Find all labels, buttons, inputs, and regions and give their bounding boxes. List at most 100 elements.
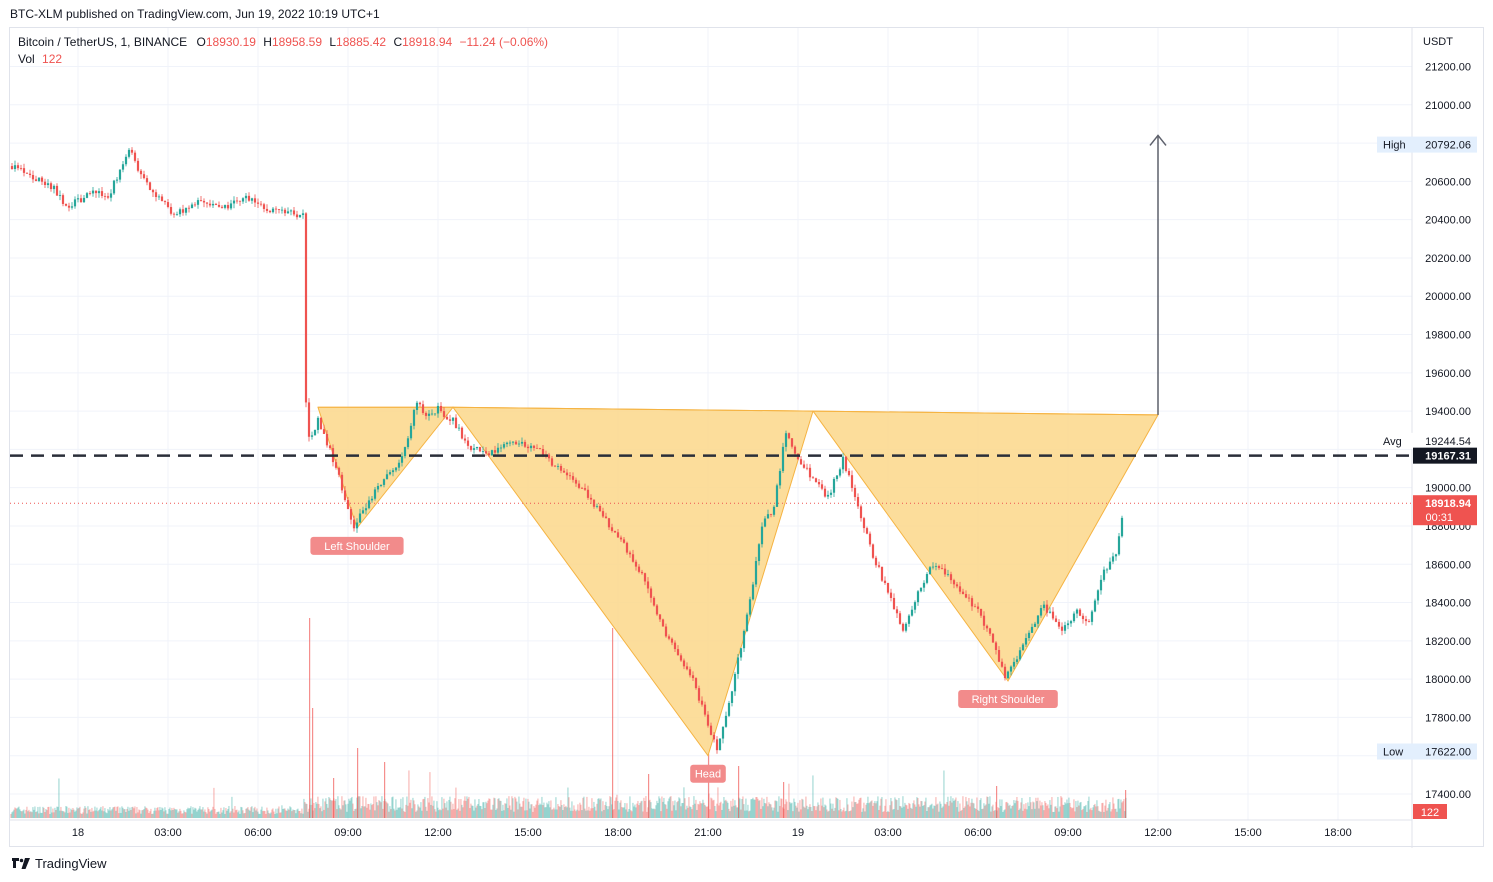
candle-body: [718, 738, 722, 751]
volume-bar: [483, 802, 485, 818]
volume-bar: [661, 796, 663, 818]
volume-bar: [1026, 809, 1028, 818]
volume-bar: [943, 770, 945, 818]
volume-bar: [261, 806, 263, 818]
candle-body: [124, 156, 128, 165]
pattern-label-bg: [690, 764, 726, 783]
volume-bar: [151, 813, 153, 818]
candle-body: [667, 636, 671, 639]
volume-bar: [1101, 803, 1103, 818]
volume-bar: [520, 806, 522, 818]
volume-bar: [84, 806, 86, 818]
volume-bar: [649, 799, 651, 818]
volume-bar: [472, 805, 474, 818]
volume-bar: [1005, 802, 1007, 818]
volume-bar: [10, 813, 12, 818]
volume-bar: [146, 808, 148, 818]
volume-bar: [588, 806, 590, 818]
volume-bar: [203, 811, 205, 818]
volume-spike: [708, 754, 710, 818]
volume-bar: [62, 811, 64, 818]
candle-body: [823, 488, 827, 497]
candle-body: [709, 725, 713, 735]
volume-bar: [314, 808, 316, 818]
candle-body: [190, 204, 194, 209]
volume-bar: [37, 806, 39, 818]
volume-bar: [445, 807, 447, 818]
volume-bar: [1095, 806, 1097, 818]
volume-bar: [338, 805, 340, 818]
volume-bar: [656, 800, 658, 818]
volume-bar: [487, 800, 489, 818]
candle-body: [925, 574, 929, 583]
pattern-neckline: [318, 406, 1159, 416]
candle-body: [979, 608, 983, 616]
volume-bar: [465, 800, 467, 818]
volume-bar: [208, 809, 210, 818]
volume-bar: [492, 804, 494, 818]
volume-bar: [43, 807, 45, 818]
candle-body: [1102, 569, 1106, 580]
volume-bar: [814, 806, 816, 818]
volume-bar: [46, 810, 48, 818]
volume-bar: [993, 810, 995, 818]
volume-bar: [389, 806, 391, 818]
candle-body: [112, 180, 116, 194]
volume-bar: [51, 812, 53, 818]
volume-bar: [834, 807, 836, 818]
volume-bar: [1040, 805, 1042, 818]
volume-bar: [354, 809, 356, 818]
volume-bar: [453, 809, 455, 818]
volume-bar: [540, 804, 542, 818]
volume-bar: [584, 808, 586, 818]
volume-bar: [572, 810, 574, 818]
volume-bar: [1013, 800, 1015, 818]
volume-bar: [536, 800, 538, 818]
volume-bar: [677, 801, 679, 818]
candle-body: [1021, 644, 1025, 651]
volume-bar: [138, 809, 140, 818]
volume-bar: [930, 804, 932, 818]
legend-close-label: C: [393, 35, 403, 49]
volume-bar: [740, 809, 742, 818]
volume-bar: [248, 809, 250, 818]
volume-bar: [729, 811, 731, 818]
volume-bar: [342, 805, 344, 818]
volume-bar: [847, 804, 849, 818]
volume-bar: [978, 811, 980, 818]
candle-body: [532, 445, 536, 448]
candle-body: [268, 210, 272, 213]
volume-bar: [27, 811, 29, 818]
volume-bar: [883, 811, 885, 818]
volume-bar: [855, 801, 857, 818]
volume-bar: [933, 805, 935, 818]
footer-brand[interactable]: TradingView: [12, 856, 107, 871]
last-price-badge: 18918.9400:31: [1413, 495, 1477, 526]
candle-body: [262, 204, 266, 209]
legend-symbol[interactable]: Bitcoin / TetherUS, 1, BINANCE: [18, 35, 188, 49]
volume-bar: [889, 805, 891, 818]
volume-bar: [732, 798, 734, 818]
volume-bar: [143, 809, 145, 818]
volume-bar: [18, 806, 20, 818]
volume-bar: [296, 809, 298, 818]
volume-bar: [431, 796, 433, 818]
price-tick-label: 18000.00: [1425, 674, 1471, 686]
volume-bar: [865, 804, 867, 818]
volume-bar: [361, 806, 363, 818]
volume-bar: [202, 807, 204, 818]
volume-bar: [478, 799, 480, 818]
volume-bar: [744, 810, 746, 818]
volume-bar: [812, 775, 814, 818]
candle-body: [25, 172, 29, 174]
volume-bar: [840, 808, 842, 818]
volume-bar: [122, 807, 124, 818]
volume-bar: [59, 810, 61, 818]
volume-bar: [960, 810, 962, 818]
candle-body: [811, 477, 815, 479]
volume-bar: [288, 809, 290, 818]
volume-bar: [419, 807, 421, 818]
volume-bar: [721, 809, 723, 818]
pattern-label-text: Right Shoulder: [972, 694, 1045, 706]
